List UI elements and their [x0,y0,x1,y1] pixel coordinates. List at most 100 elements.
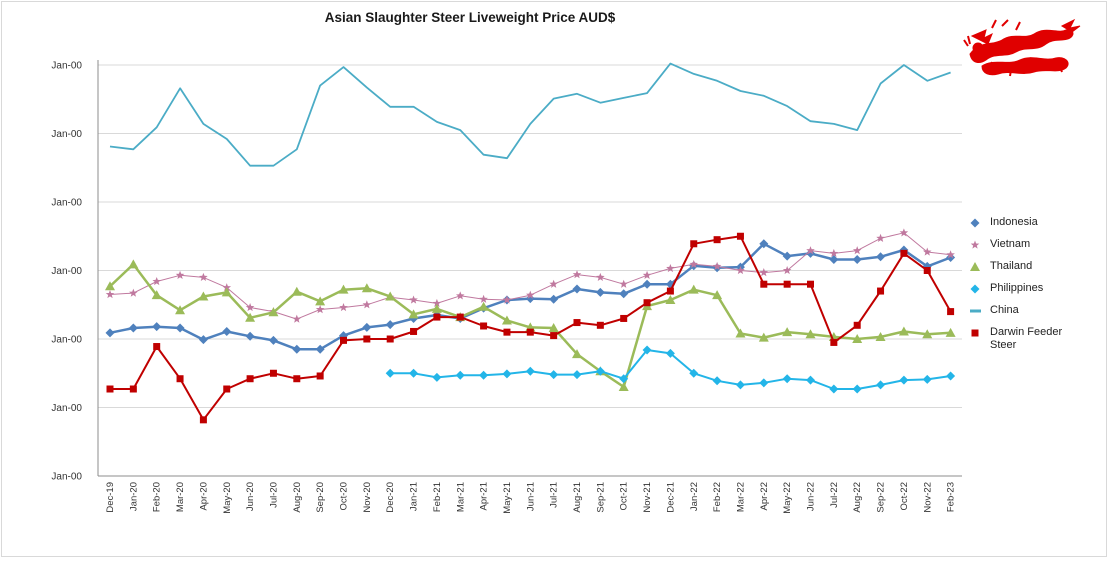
data-point [689,368,699,378]
data-point [875,331,886,341]
data-point [106,385,114,393]
data-point [549,370,559,380]
series-thailand [105,259,956,391]
data-point [221,287,232,297]
data-point [852,255,862,265]
data-point [619,289,629,299]
data-point [572,370,582,380]
x-tick-label: Apr-20 [198,482,209,511]
data-point [152,322,162,332]
data-point [688,284,699,294]
data-point [431,303,442,313]
data-point [946,252,956,262]
x-tick-label: Jun-22 [806,482,817,511]
legend-item: Darwin Feeder Steer [968,326,1098,351]
data-point [922,247,932,256]
data-point [759,378,769,388]
y-tick-label: Jan-00 [51,472,82,483]
legend-swatch [971,329,979,337]
series-china [109,62,951,167]
data-point [269,369,277,377]
legend-swatch [970,262,980,271]
data-point [363,335,371,343]
data-point [945,327,956,337]
data-point [922,374,932,384]
data-point [433,313,441,321]
x-tick-label: Sep-22 [876,482,887,513]
legend-swatch [970,309,981,313]
x-tick-label: Mar-21 [455,482,466,512]
data-point [876,252,886,262]
data-point [268,307,279,317]
dragon-icon [962,16,1082,85]
x-tick-label: Mar-22 [735,482,746,512]
data-point [876,233,885,242]
data-point [292,314,302,323]
data-point [666,263,675,273]
legend-swatch [970,284,980,294]
data-point [572,349,582,359]
y-tick-label: Jan-00 [51,266,82,277]
data-point [947,308,955,316]
data-point [618,381,629,391]
data-point [970,262,980,271]
data-point [526,290,535,299]
legend-label: Darwin Feeder Steer [990,326,1063,351]
data-point [782,374,792,384]
x-tick-label: Nov-22 [922,482,933,513]
data-point [666,287,674,295]
x-tick-label: May-20 [222,482,233,514]
series-philippines [385,345,956,394]
data-point [736,266,745,275]
data-point [712,290,723,300]
legend-swatch [970,240,980,249]
series-darwin-feeder-steer [106,232,955,424]
data-point [759,268,769,277]
data-point [898,326,909,336]
legend-label: Thailand [990,260,1033,272]
x-tick-label: Oct-20 [339,482,350,511]
data-point [782,266,792,275]
data-point [970,284,980,294]
data-point [409,368,419,378]
data-point [408,309,419,319]
legend-label: Indonesia [990,216,1038,228]
data-point [105,281,115,291]
data-point [291,286,302,296]
data-point [782,327,793,337]
data-point [340,336,347,344]
legend-item: Thailand [968,260,1098,282]
data-point [198,335,208,345]
data-point [596,321,604,329]
data-point [946,250,955,259]
x-tick-label: Jul-22 [829,482,840,508]
data-point [385,368,395,378]
x-tick-label: Jul-20 [268,482,279,508]
data-point [479,370,489,380]
x-tick-label: Sep-20 [315,482,326,513]
data-point [596,272,605,281]
x-tick-label: Aug-22 [852,482,863,513]
data-point [293,375,301,383]
data-point [712,376,722,386]
data-point [877,287,885,295]
data-point [829,248,839,258]
data-point [128,259,139,269]
legend-line [970,309,981,313]
x-tick-label: Dec-20 [385,482,396,513]
data-point [455,370,465,380]
data-point [222,283,232,292]
x-tick-label: Aug-21 [572,482,583,513]
data-point [620,314,628,322]
data-point [759,239,769,249]
data-point [199,416,207,424]
data-point [478,301,489,311]
data-point [548,323,559,333]
data-point [245,302,255,312]
data-point [175,270,185,279]
data-point [830,338,838,346]
data-point [876,380,886,390]
data-point [758,332,769,342]
y-tick-label: Jan-00 [51,129,82,140]
data-point [736,232,744,240]
